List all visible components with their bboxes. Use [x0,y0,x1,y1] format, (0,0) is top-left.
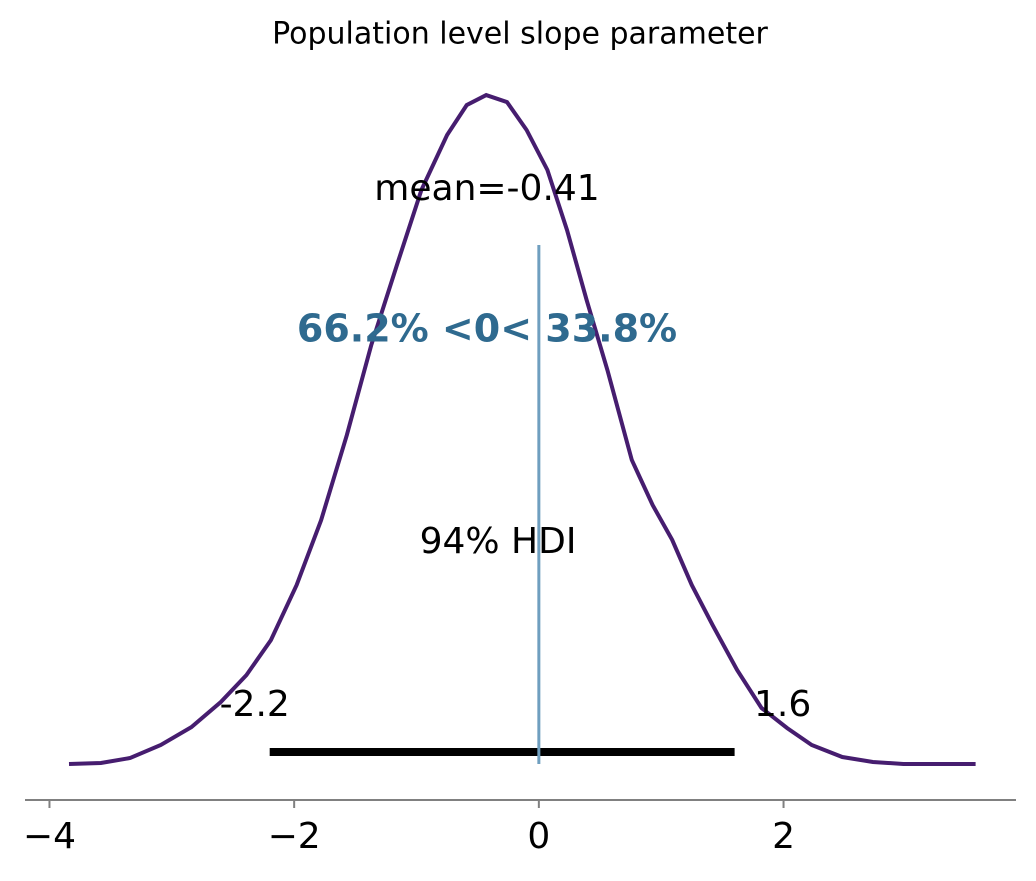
hdi-label: 94% HDI [420,521,577,562]
x-tick-label: −4 [23,816,76,857]
x-tick-label: −2 [268,816,321,857]
hdi-low-label: -2.2 [220,684,290,725]
x-tick-label: 2 [772,816,795,857]
chart-title: Population level slope parameter [272,17,768,52]
hdi-high-label: 1.6 [754,684,811,725]
x-tick-label: 0 [527,816,550,857]
mean-label: mean=-0.41 [374,168,599,209]
ref-label: 66.2% <0< 33.8% [297,307,677,351]
density-curve [68,92,976,766]
